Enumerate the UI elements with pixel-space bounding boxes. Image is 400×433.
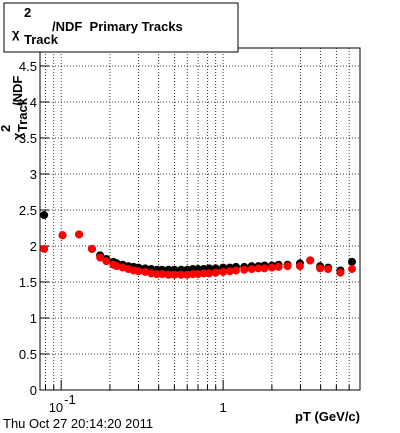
data-point (348, 265, 357, 274)
y-tick-label: 1 (30, 311, 37, 326)
data-point (247, 265, 256, 274)
data-point (254, 264, 263, 273)
x-axis-label: pT (GeV/c) (295, 409, 360, 424)
title-rest: /NDF Primary Tracks (52, 19, 183, 34)
title-sub: Track (24, 32, 59, 47)
y-tick-label: 1.5 (19, 275, 37, 290)
y-tick-label: 3.5 (19, 131, 37, 146)
y-tick-label: 0.5 (19, 347, 37, 362)
data-point (75, 230, 84, 239)
data-point (88, 244, 97, 253)
data-point (58, 231, 67, 240)
y-tick-label: 3 (30, 167, 37, 182)
y-label-sup: 2 (0, 125, 13, 132)
data-point (274, 262, 283, 271)
data-point (211, 268, 220, 277)
x-tick-exponent: -1 (64, 392, 76, 407)
title-base: χ (12, 26, 20, 41)
data-point (225, 267, 234, 276)
data-point (102, 257, 111, 266)
data-point (164, 270, 173, 279)
title-sup: 2 (24, 5, 31, 20)
data-point (96, 253, 105, 262)
x-tick-label: 10 (49, 400, 63, 415)
title-box (3, 2, 239, 53)
data-point (316, 264, 325, 273)
data-point (170, 270, 179, 279)
data-point (324, 265, 333, 274)
data-point (205, 269, 214, 278)
data-point (348, 257, 357, 266)
data-point (141, 267, 150, 276)
footer: Thu Oct 27 20:14:20 2011 (3, 416, 153, 431)
y-tick-label: 4.5 (19, 59, 37, 74)
y-tick-label: 0 (30, 383, 37, 398)
data-point (306, 256, 315, 265)
data-point (260, 264, 269, 273)
data-point (40, 244, 49, 253)
y-tick-label: 4 (30, 95, 37, 110)
data-point (134, 267, 143, 276)
data-point (336, 268, 345, 277)
y-tick-label: 2.5 (19, 203, 37, 218)
y-label-rest: /NDF (10, 76, 25, 106)
data-point (219, 267, 228, 276)
data-point (158, 270, 167, 279)
y-tick-label: 2 (30, 239, 37, 254)
data-point (177, 270, 186, 279)
data-point (231, 266, 240, 275)
data-point (295, 262, 304, 271)
y-label-sub: Track (15, 97, 30, 132)
data-point (40, 211, 49, 220)
data-point (267, 263, 276, 272)
x-tick-label: 1 (220, 400, 227, 415)
data-point (112, 262, 121, 271)
data-point (283, 262, 292, 271)
y-label-base: χ (10, 132, 25, 140)
data-point (240, 265, 249, 274)
